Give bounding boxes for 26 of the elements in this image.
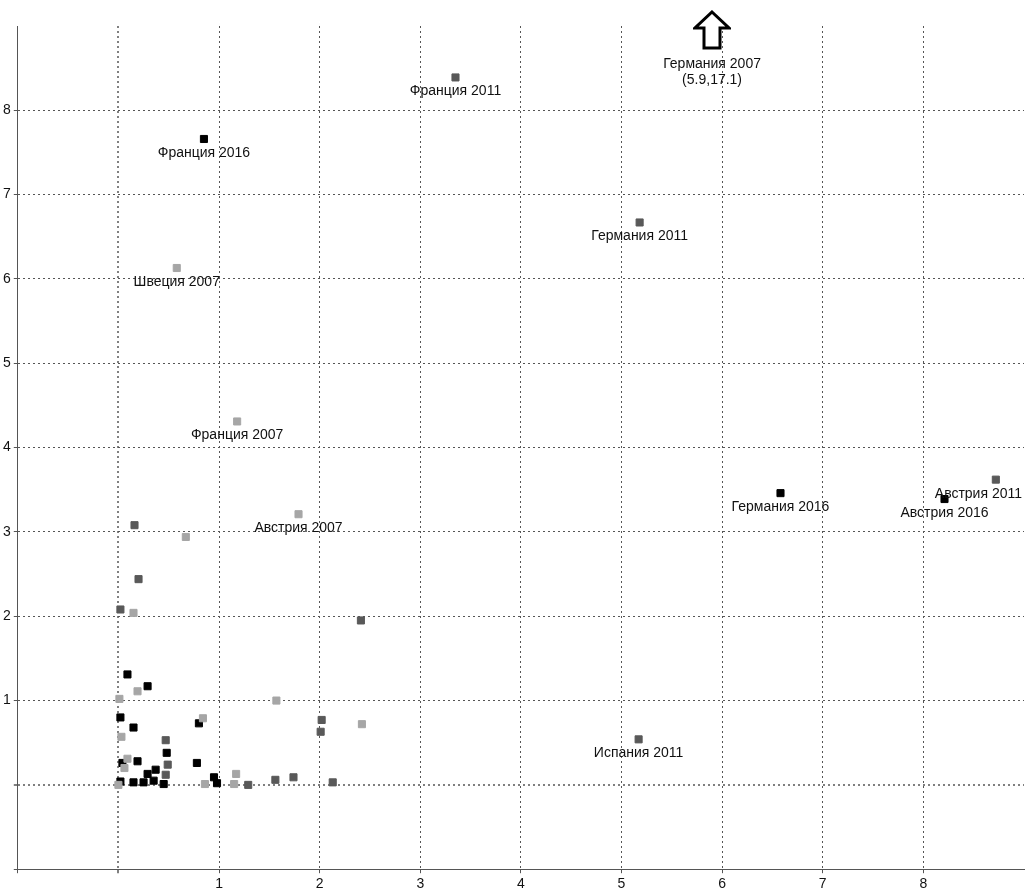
annotation: Франция 2007 [190,426,284,443]
annotation: Австрия 2016 [900,503,989,520]
x-tick-label: 2 [315,875,324,892]
y-tick-label: 5 [2,354,11,371]
y-tick-label: 4 [2,438,11,455]
x-tick-label: 7 [818,875,827,892]
annotation: Германия 2007 (5.9,17.1) [663,54,762,87]
x-tick-label: 4 [516,875,525,892]
annotation: Австрия 2007 [254,519,343,536]
y-tick-label: 3 [2,522,11,539]
annotation: Швеция 2007 [133,272,221,289]
y-tick-label: 6 [2,269,11,286]
annotation: Германия 2016 [731,497,830,514]
y-tick-label: 8 [2,101,11,118]
x-tick-label: 3 [416,875,425,892]
y-tick-label: 7 [2,185,11,202]
y-tick-label: 2 [2,607,11,624]
x-tick-label: 6 [718,875,727,892]
x-tick-label: 5 [617,875,626,892]
x-tick-label: 8 [919,875,928,892]
annotation: Франция 2016 [157,143,251,160]
y-tick-label: 1 [2,691,11,708]
annotation: Франция 2011 [409,82,502,99]
annotation: Германия 2011 [591,227,689,244]
annotation: Испания 2011 [593,744,684,761]
x-tick-label: 1 [215,875,224,892]
